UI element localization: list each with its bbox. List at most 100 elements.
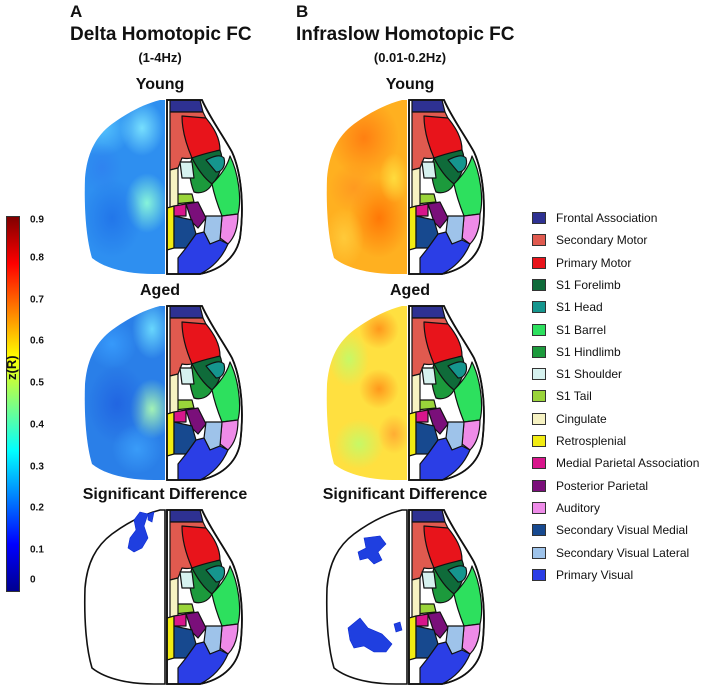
- atlas-region: [447, 155, 468, 173]
- legend-item: S1 Head: [532, 299, 603, 315]
- legend-item: S1 Tail: [532, 388, 592, 404]
- atlas-region: [411, 509, 446, 523]
- atlas-region: [408, 615, 417, 661]
- brain-panel-infraslow-young: [326, 99, 485, 275]
- fc-map-blob: [120, 100, 164, 156]
- atlas-region: [179, 367, 195, 385]
- colorbar-tick: 0.5: [30, 377, 44, 389]
- colorbar-tick: 0.8: [30, 252, 44, 264]
- atlas-region: [205, 565, 226, 583]
- atlas-region: [415, 613, 429, 627]
- atlas-region: [173, 409, 187, 423]
- legend-swatch: [532, 256, 546, 269]
- legend-label: Frontal Association: [556, 211, 658, 225]
- atlas-region: [411, 305, 446, 319]
- atlas-region: [205, 361, 226, 379]
- atlas-region: [453, 155, 483, 217]
- atlas-border: [166, 509, 243, 685]
- atlas-border: [408, 99, 485, 275]
- atlas-region: [408, 205, 417, 251]
- fc-map-blob: [112, 424, 162, 474]
- atlas-region: [411, 99, 446, 113]
- fc-map-blob: [84, 143, 122, 193]
- atlas-region: [427, 407, 449, 435]
- atlas-region: [211, 361, 241, 423]
- colorbar-tick: 0.1: [30, 544, 44, 556]
- atlas-region: [179, 161, 195, 179]
- brain-panel-delta-diff: [83, 509, 243, 685]
- legend-swatch: [532, 524, 546, 537]
- colorbar-tick: 0: [30, 574, 36, 586]
- row-label-aged-a: Aged: [140, 282, 180, 299]
- colorbar-tick: 0.2: [30, 502, 44, 514]
- atlas-region: [166, 615, 175, 661]
- diff-map-outline: [83, 509, 166, 685]
- brain-panel-delta-young: [84, 99, 243, 275]
- legend-label: Posterior Parietal: [556, 478, 649, 493]
- fc-map-blob: [379, 153, 407, 203]
- atlas-border: [166, 305, 243, 481]
- atlas-region: [415, 409, 429, 423]
- legend-item: Secondary Motor: [532, 232, 647, 248]
- legend-swatch: [532, 301, 546, 314]
- legend-swatch: [532, 501, 546, 514]
- fc-map-blob: [334, 419, 384, 469]
- colorbar-tick: 0.3: [30, 461, 44, 473]
- significant-cluster: [127, 511, 149, 553]
- atlas-border: [408, 509, 485, 685]
- colorbar-tick: 0.7: [30, 294, 44, 306]
- legend-swatch: [532, 479, 546, 492]
- atlas-region: [166, 205, 175, 251]
- legend-swatch: [532, 435, 546, 447]
- legend-label: Primary Motor: [556, 255, 632, 270]
- legend-item: S1 Shoulder: [532, 366, 622, 382]
- colorbar-tick: 0.9: [30, 214, 44, 226]
- legend-swatch: [532, 278, 546, 291]
- legend-label: Auditory: [556, 500, 601, 515]
- atlas-region: [205, 155, 226, 173]
- legend-item: S1 Barrel: [532, 322, 606, 338]
- panel-a-letter: A: [70, 2, 83, 21]
- legend-swatch: [532, 412, 546, 425]
- fc-map-blob: [87, 364, 147, 444]
- significant-cluster: [393, 621, 403, 633]
- fc-map-blob: [84, 178, 142, 258]
- brain-panel-infraslow-aged: [326, 305, 485, 481]
- colorbar-title: z(R): [4, 355, 19, 380]
- legend-label: S1 Barrel: [556, 322, 607, 337]
- legend-swatch: [532, 345, 546, 358]
- legend-item: Primary Motor: [532, 255, 631, 271]
- atlas-region: [421, 367, 437, 385]
- atlas-region: [173, 203, 187, 217]
- legend-label: Secondary Visual Lateral: [556, 545, 690, 560]
- legend-item: Posterior Parietal: [532, 478, 648, 494]
- legend-item: Cingulate: [532, 411, 607, 427]
- brain-panel-infraslow-diff: [325, 509, 485, 685]
- panel-b-title: Infraslow Homotopic FC: [296, 24, 515, 45]
- legend-swatch: [532, 390, 546, 403]
- atlas-region: [411, 577, 421, 619]
- legend-swatch: [532, 234, 546, 247]
- atlas-region: [211, 565, 241, 627]
- fc-map-blob: [359, 369, 399, 409]
- brain-panel-delta-aged: [84, 305, 243, 481]
- atlas-region: [421, 161, 437, 179]
- atlas-region: [185, 407, 207, 435]
- legend-swatch: [532, 457, 546, 470]
- significant-cluster: [357, 535, 387, 565]
- legend-item: Medial Parietal Association: [532, 455, 699, 471]
- atlas-region: [447, 361, 468, 379]
- atlas-region: [427, 201, 449, 229]
- row-label-diff-b: Significant Difference: [322, 486, 488, 503]
- legend-swatch: [532, 212, 546, 224]
- fc-map-blob: [87, 319, 137, 369]
- legend-label: S1 Forelimb: [556, 277, 621, 292]
- fc-map-blob: [326, 208, 364, 268]
- legend-label: Cingulate: [556, 411, 607, 426]
- atlas-region: [173, 613, 187, 627]
- atlas-region: [447, 565, 468, 583]
- row-label-aged-b: Aged: [390, 282, 430, 299]
- atlas-region: [166, 411, 175, 457]
- atlas-region: [169, 305, 204, 319]
- atlas-region: [408, 411, 417, 457]
